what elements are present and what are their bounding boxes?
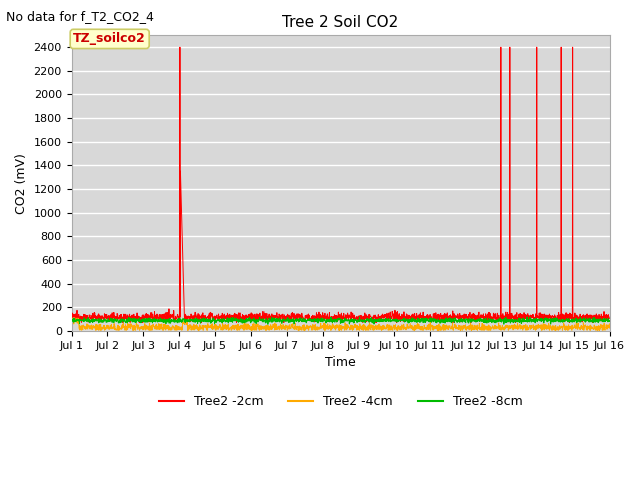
Title: Tree 2 Soil CO2: Tree 2 Soil CO2 xyxy=(282,15,399,30)
X-axis label: Time: Time xyxy=(325,356,356,369)
Y-axis label: CO2 (mV): CO2 (mV) xyxy=(15,153,28,214)
Legend: Tree2 -2cm, Tree2 -4cm, Tree2 -8cm: Tree2 -2cm, Tree2 -4cm, Tree2 -8cm xyxy=(154,390,527,413)
Text: No data for f_T2_CO2_4: No data for f_T2_CO2_4 xyxy=(6,10,154,23)
Text: TZ_soilco2: TZ_soilco2 xyxy=(74,33,146,46)
